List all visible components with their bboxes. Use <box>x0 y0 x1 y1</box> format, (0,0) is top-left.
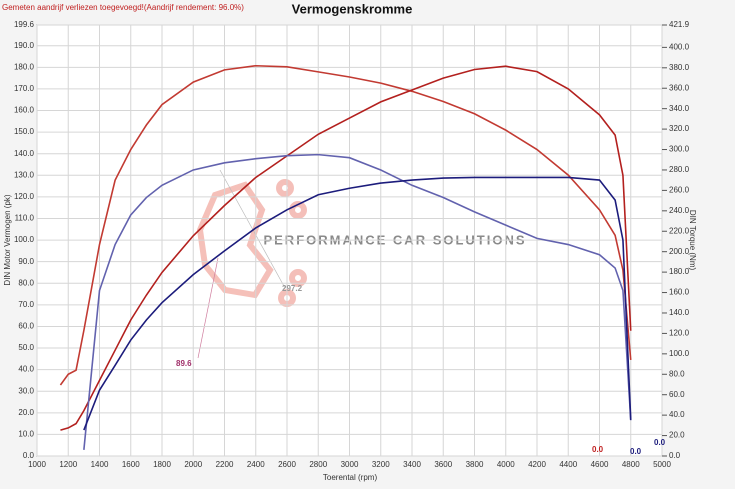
y2-tick-label: 160.0 <box>669 288 690 297</box>
subtitle: Gemeten aandrijf verliezen toegevoegd!(A… <box>2 3 244 12</box>
y-tick-label: 190.0 <box>14 41 35 50</box>
y-tick-label: 150.0 <box>14 127 35 136</box>
y-tick-label: 0.0 <box>23 451 35 460</box>
y2-tick-label: 140.0 <box>669 308 690 317</box>
series-line <box>83 153 632 450</box>
y-tick-label: 10.0 <box>18 430 34 439</box>
x-tick-label: 2000 <box>184 460 202 469</box>
y2-tick-label: 380.0 <box>669 63 690 72</box>
y2-tick-label: 100.0 <box>669 349 690 358</box>
y2-tick-label: 240.0 <box>669 206 690 215</box>
y-tick-label: 140.0 <box>14 149 35 158</box>
y2-tick-label: 200.0 <box>669 247 690 256</box>
y2-tick-label: 260.0 <box>669 186 690 195</box>
y-tick-label: 170.0 <box>14 84 35 93</box>
y-axis-label: DIN Motor Vermogen (pk) <box>3 194 12 285</box>
x-tick-label: 1600 <box>122 460 140 469</box>
leader-line <box>197 257 219 359</box>
x-tick-label: 4200 <box>528 460 546 469</box>
x-tick-label: 1800 <box>153 460 171 469</box>
y-tick-label: 60.0 <box>18 322 34 331</box>
y-tick-label: 30.0 <box>18 386 34 395</box>
y2-tick-label: 360.0 <box>669 83 690 92</box>
y2-tick-label: 220.0 <box>669 226 690 235</box>
x-tick-label: 4400 <box>559 460 577 469</box>
x-tick-label: 1400 <box>91 460 109 469</box>
x-tick-label: 3600 <box>434 460 452 469</box>
y-tick-label: 120.0 <box>14 192 35 201</box>
y2-tick-label: 280.0 <box>669 165 690 174</box>
y2-tick-label: 421.9 <box>669 20 690 29</box>
y2-tick-label: 40.0 <box>669 410 685 419</box>
y-tick-label: 180.0 <box>14 62 35 71</box>
series-line <box>59 64 632 386</box>
x-tick-label: 2600 <box>278 460 296 469</box>
y2-axis-label: DIN Torque (Nm) <box>688 210 697 271</box>
y-tick-label: 199.6 <box>14 20 35 29</box>
x-tick-label: 4800 <box>622 460 640 469</box>
annotation: 297.2 <box>282 284 303 293</box>
y2-tick-label: 120.0 <box>669 329 690 338</box>
x-tick-label: 1200 <box>59 460 77 469</box>
y2-tick-label: 300.0 <box>669 145 690 154</box>
leader-line <box>219 169 286 289</box>
y-tick-label: 160.0 <box>14 106 35 115</box>
x-axis-label: Toerental (rpm) <box>323 473 378 482</box>
x-tick-label: 2400 <box>247 460 265 469</box>
x-tick-label: 1000 <box>28 460 46 469</box>
y2-tick-label: 20.0 <box>669 431 685 440</box>
y2-tick-label: 0.0 <box>669 451 681 460</box>
y-tick-label: 110.0 <box>15 214 35 223</box>
y-tick-label: 40.0 <box>18 365 34 374</box>
y-tick-label: 100.0 <box>14 235 35 244</box>
x-tick-label: 3400 <box>403 460 421 469</box>
chart-title: Vermogenskromme <box>292 1 413 16</box>
y-tick-label: 20.0 <box>18 408 34 417</box>
annotation: 0.0 <box>630 447 642 456</box>
x-tick-label: 2800 <box>309 460 327 469</box>
y2-tick-label: 60.0 <box>669 390 685 399</box>
x-tick-label: 3200 <box>372 460 390 469</box>
series-line <box>60 65 632 431</box>
y-tick-label: 130.0 <box>14 170 35 179</box>
y-tick-label: 50.0 <box>18 343 34 352</box>
x-tick-label: 4000 <box>497 460 515 469</box>
annotation: 0.0 <box>654 438 666 447</box>
x-tick-label: 5000 <box>653 460 671 469</box>
y2-tick-label: 180.0 <box>669 267 690 276</box>
y-tick-label: 90.0 <box>18 257 34 266</box>
y2-tick-label: 80.0 <box>669 369 685 378</box>
series-line <box>83 176 632 431</box>
y2-tick-label: 340.0 <box>669 104 690 113</box>
y-tick-label: 70.0 <box>18 300 34 309</box>
x-tick-label: 4600 <box>591 460 609 469</box>
y-tick-label: 80.0 <box>18 278 34 287</box>
y2-tick-label: 320.0 <box>669 124 690 133</box>
y2-tick-label: 400.0 <box>669 42 690 51</box>
x-tick-label: 3000 <box>341 460 359 469</box>
x-tick-label: 3800 <box>466 460 484 469</box>
annotation: 0.0 <box>592 445 604 454</box>
x-tick-label: 2200 <box>216 460 234 469</box>
annotation: 89.6 <box>176 359 192 368</box>
